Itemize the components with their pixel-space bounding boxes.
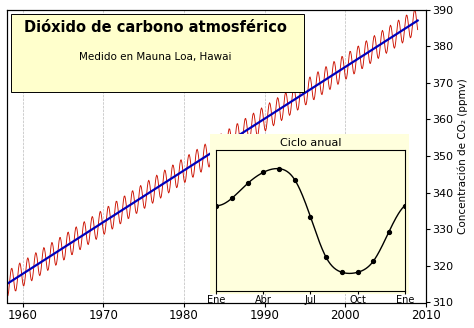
FancyBboxPatch shape [210,134,409,294]
Y-axis label: Concentración de CO₂ (ppmv): Concentración de CO₂ (ppmv) [458,78,468,234]
Text: Dióxido de carbono atmosférico: Dióxido de carbono atmosférico [24,20,287,35]
FancyBboxPatch shape [11,14,304,92]
Text: Medido en Mauna Loa, Hawai: Medido en Mauna Loa, Hawai [79,52,232,62]
